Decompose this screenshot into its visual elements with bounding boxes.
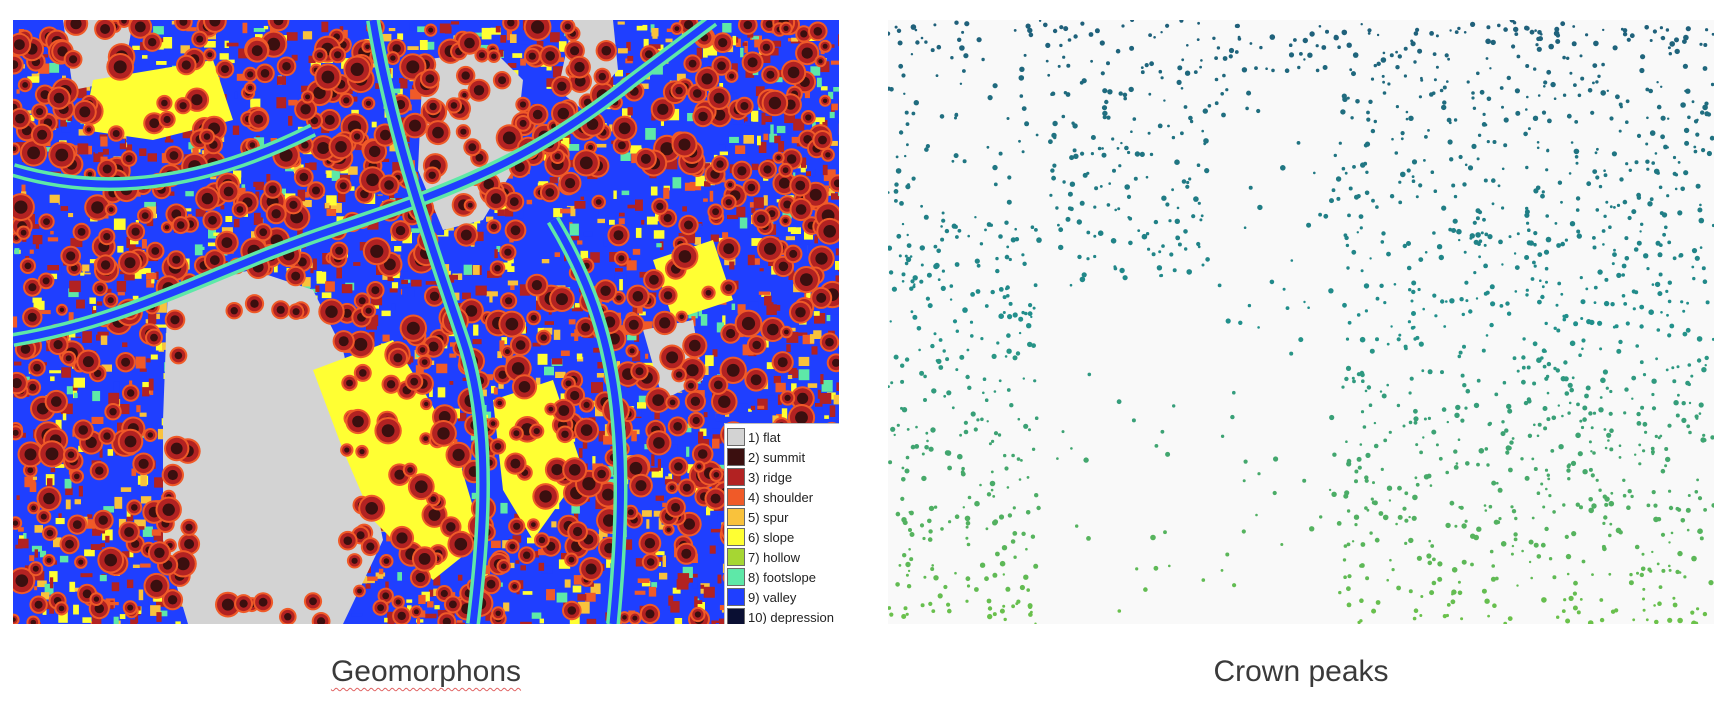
legend-item: 2) summit <box>727 447 839 467</box>
legend-item: 7) hollow <box>727 547 839 567</box>
map-legend: 1) flat 2) summit 3) ridge 4) shoulder 5) sp… <box>724 423 839 624</box>
legend-item: 1) flat <box>727 427 839 447</box>
legend-swatch <box>727 548 745 566</box>
geomorphons-map: 1) flat 2) summit 3) ridge 4) shoulder 5) sp… <box>13 20 839 624</box>
legend-swatch <box>727 468 745 486</box>
legend-label: 10) depression <box>748 609 834 625</box>
crown-peaks-caption: Crown peaks <box>1213 655 1389 688</box>
legend-item: 9) valley <box>727 587 839 607</box>
legend-item: 6) slope <box>727 527 839 547</box>
legend-item: 8) footslope <box>727 567 839 587</box>
geomorphons-caption: Geomorphons <box>330 655 522 688</box>
geomorphons-raster <box>13 20 839 624</box>
legend-label: 5) spur <box>748 509 789 525</box>
legend-label: 9) valley <box>748 589 797 605</box>
legend-swatch <box>727 448 745 466</box>
legend-label: 2) summit <box>748 449 806 465</box>
legend-swatch <box>727 528 745 546</box>
legend-swatch <box>727 508 745 526</box>
legend-item: 4) shoulder <box>727 487 839 507</box>
legend-label: 8) footslope <box>748 569 816 585</box>
legend-item: 5) spur <box>727 507 839 527</box>
legend-label: 7) hollow <box>748 549 801 565</box>
legend-swatch <box>727 428 745 446</box>
legend-swatch <box>727 588 745 606</box>
legend-label: 1) flat <box>748 429 781 445</box>
legend-label: 4) shoulder <box>748 489 814 505</box>
legend-label: 3) ridge <box>748 469 793 485</box>
legend-label: 6) slope <box>748 529 795 545</box>
legend-swatch <box>727 568 745 586</box>
crown-peaks-map <box>888 20 1714 624</box>
legend-swatch <box>727 608 745 624</box>
crown-peaks-scatter <box>888 20 1714 624</box>
legend-swatch <box>727 488 745 506</box>
legend-item: 3) ridge <box>727 467 839 487</box>
legend-item: 10) depression <box>727 607 839 624</box>
